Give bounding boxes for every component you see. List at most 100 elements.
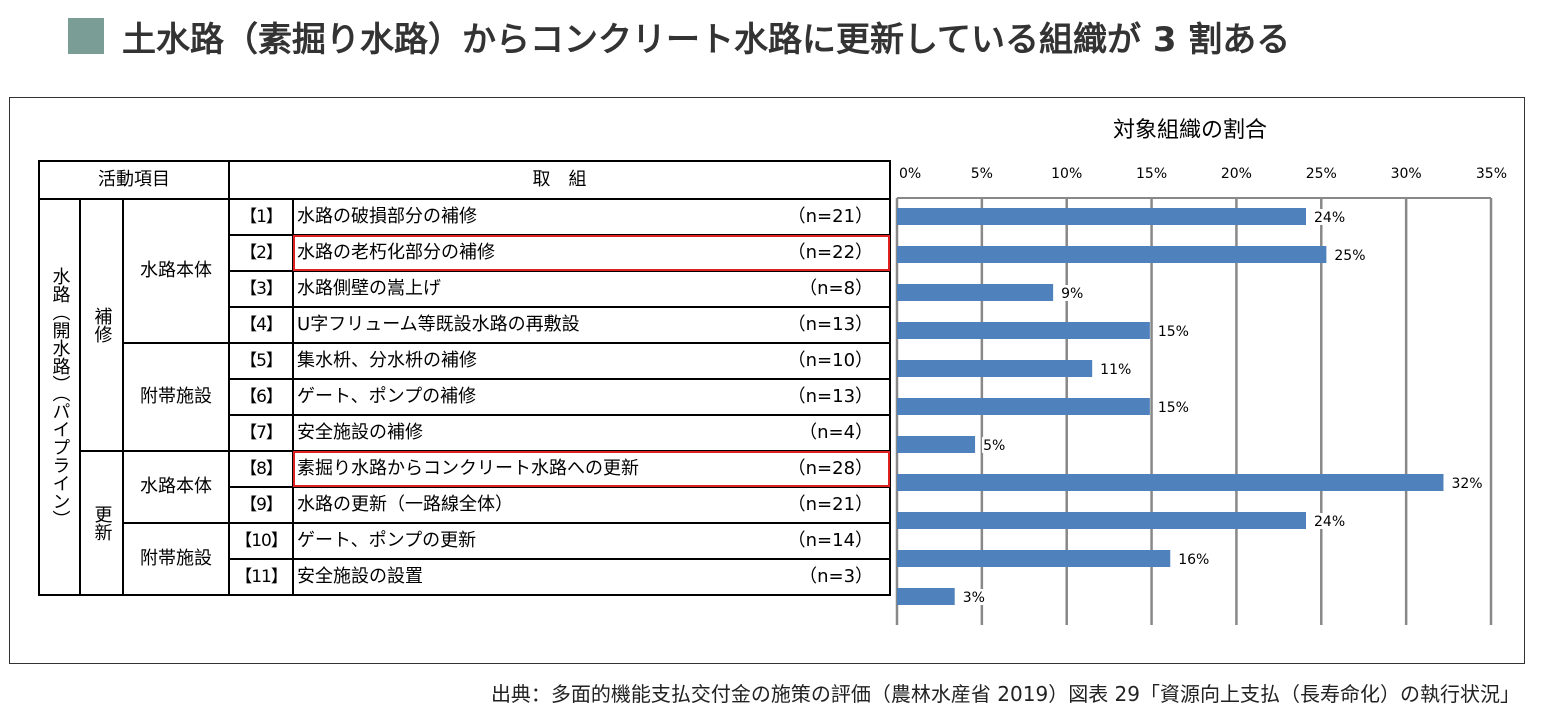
item-count: （n=8） <box>799 278 874 299</box>
item-count: （n=14） <box>787 530 874 551</box>
item-number-cell: 【9】 <box>228 486 295 524</box>
bar <box>897 246 1327 263</box>
group-label: 更新 <box>91 505 113 541</box>
item-label: 素掘り水路からコンクリート水路への更新 <box>297 458 640 479</box>
figure-frame <box>9 97 1525 664</box>
group-label: 補修 <box>91 307 113 343</box>
data-label-background <box>1333 247 1370 263</box>
category-label: 水路（開水路）（パイプライン） <box>49 266 71 528</box>
item-label: ゲート、ポンプの補修 <box>297 386 477 407</box>
item-number: 【11】 <box>235 567 288 587</box>
subgroup-cell: 水路本体 <box>121 198 231 344</box>
bar <box>897 550 1171 567</box>
subgroup-label: 水路本体 <box>140 260 213 281</box>
item-count: （n=13） <box>787 386 874 407</box>
subgroup-cell: 水路本体 <box>121 450 231 524</box>
item-label-cell: （n=28） 素掘り水路からコンクリート水路への更新 <box>292 450 892 488</box>
title-square-icon <box>68 18 104 54</box>
item-label-cell: （n=13） ゲート、ポンプの補修 <box>292 378 892 416</box>
item-number: 【9】 <box>240 495 283 515</box>
data-label-background <box>1313 513 1350 529</box>
data-label-background <box>1156 323 1193 339</box>
table-row: 【3】 （n=8） 水路側壁の嵩上げ <box>39 270 892 308</box>
item-number-cell: 【7】 <box>228 414 295 452</box>
item-label: 安全施設の設置 <box>297 566 424 587</box>
table-row: 【6】 （n=13） ゲート、ポンプの補修 <box>39 378 892 416</box>
item-number-cell: 【5】 <box>228 342 295 380</box>
table-row: 【11】 （n=3） 安全施設の設置 <box>39 558 892 596</box>
item-number-cell: 【6】 <box>228 378 295 416</box>
bar <box>897 588 955 605</box>
item-label: U字フリューム等既設水路の再敷設 <box>297 314 580 335</box>
table-row: 附帯施設 【5】 （n=10） 集水枡、分水枡の補修 <box>39 342 892 452</box>
item-number: 【6】 <box>240 387 283 407</box>
item-number: 【10】 <box>235 531 288 551</box>
item-count: （n=4） <box>799 422 874 443</box>
x-tick-label: 20% <box>1221 166 1252 182</box>
bar <box>897 360 1093 377</box>
data-label: 32% <box>1451 476 1482 492</box>
item-label-cell: （n=8） 水路側壁の嵩上げ <box>292 270 892 308</box>
data-label-background <box>1313 209 1350 225</box>
item-count: （n=3） <box>799 566 874 587</box>
subgroup-label: 附帯施設 <box>140 386 213 407</box>
data-label-background <box>1156 399 1193 415</box>
source-note: 出典：多面的機能支払交付金の施策の評価（農林水産省 2019）図表 29「資源向… <box>490 682 1520 706</box>
header-action-cell: 取 組 <box>228 160 892 200</box>
item-label-cell: （n=21） 水路の破損部分の補修 <box>292 198 892 236</box>
item-label-cell: （n=14） ゲート、ポンプの更新 <box>292 522 892 560</box>
data-label: 5% <box>983 438 1005 454</box>
data-label-background <box>1060 285 1097 301</box>
bar <box>897 474 1444 491</box>
bar <box>897 322 1150 339</box>
item-number: 【8】 <box>240 459 283 479</box>
x-tick-label: 0% <box>899 166 921 182</box>
data-label-background <box>1450 475 1487 491</box>
item-number: 【3】 <box>240 279 283 299</box>
x-tick-label: 15% <box>1136 166 1167 182</box>
data-label: 24% <box>1314 514 1345 530</box>
data-label: 11% <box>1100 362 1131 378</box>
bar <box>897 436 976 453</box>
header-activity-cell: 活動項目 <box>37 160 231 200</box>
data-label: 15% <box>1158 400 1189 416</box>
item-number-cell: 【3】 <box>228 270 295 308</box>
subgroup-label: 附帯施設 <box>140 548 213 569</box>
data-label-background <box>1099 361 1136 377</box>
subgroup-cell: 附帯施設 <box>121 342 231 452</box>
subgroup-cell: 附帯施設 <box>121 522 231 596</box>
table-row: 【2】 （n=22） 水路の老朽化部分の補修 <box>39 234 892 272</box>
x-tick-label: 35% <box>1476 166 1507 182</box>
item-label: ゲート、ポンプの更新 <box>297 530 477 551</box>
item-number: 【7】 <box>240 423 283 443</box>
item-label: 集水枡、分水枡の補修 <box>297 350 478 371</box>
bar-chart: 0% 5% 10% 15% 20% 25% 30% 35% 24% 25% 9% 15% 11% 15% 5… <box>895 166 1507 625</box>
group-cell: 補修 <box>79 198 124 452</box>
item-label-cell: （n=3） 安全施設の設置 <box>292 558 892 596</box>
item-count: （n=22） <box>787 242 874 263</box>
group-cell: 更新 <box>79 450 124 596</box>
item-count: （n=21） <box>787 494 874 515</box>
item-number-cell: 【2】 <box>228 234 295 272</box>
data-label-background <box>982 437 1019 453</box>
item-number: 【1】 <box>240 207 283 227</box>
data-label: 9% <box>1061 286 1083 302</box>
item-count: （n=28） <box>787 458 874 479</box>
table-row: 【7】 （n=4） 安全施設の補修 <box>39 414 892 452</box>
title-text: 土水路（素掘り水路）からコンクリート水路に更新している組織が 3 割ある <box>122 19 1291 60</box>
data-label: 16% <box>1178 552 1209 568</box>
item-label: 水路の更新（一路線全体） <box>297 494 514 515</box>
item-label-cell: （n=21） 水路の更新（一路線全体） <box>292 486 892 524</box>
bar <box>897 284 1054 301</box>
item-number-cell: 【4】 <box>228 306 295 344</box>
item-label-cell: （n=22） 水路の老朽化部分の補修 <box>292 234 892 272</box>
item-number-cell: 【10】 <box>228 522 295 560</box>
item-count: （n=10） <box>787 350 874 371</box>
item-count: （n=13） <box>787 314 874 335</box>
item-number-cell: 【1】 <box>228 198 295 236</box>
bar <box>897 208 1307 225</box>
item-label-cell: （n=4） 安全施設の補修 <box>292 414 892 452</box>
table-row: 【4】 （n=13） U字フリューム等既設水路の再敷設 <box>39 306 892 344</box>
data-label: 15% <box>1158 324 1189 340</box>
x-tick-label: 5% <box>971 166 993 182</box>
